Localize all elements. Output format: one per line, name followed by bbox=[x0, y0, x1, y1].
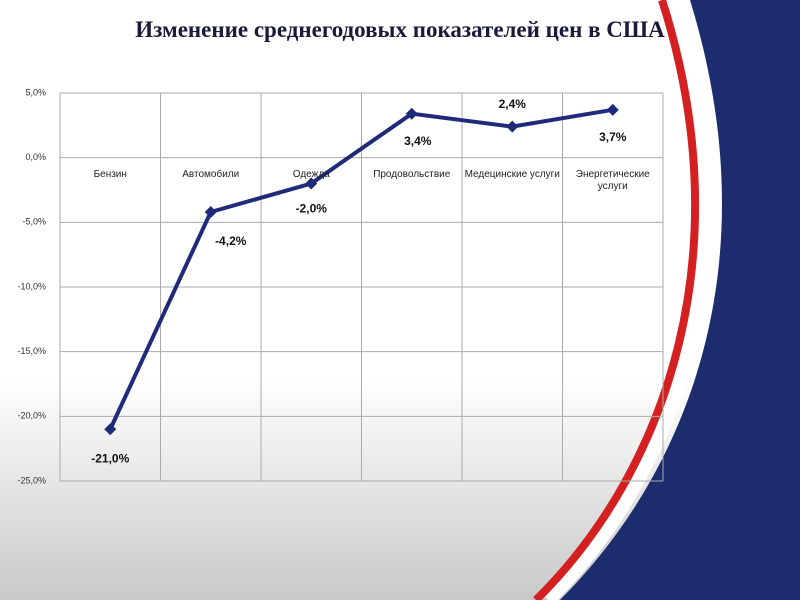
y-tick-label: -20,0% bbox=[17, 411, 46, 421]
x-tick-label: Медецинские услуги bbox=[464, 168, 560, 180]
data-point bbox=[204, 205, 217, 218]
data-label: -4,2% bbox=[215, 234, 247, 248]
data-point bbox=[305, 177, 318, 190]
flag-white bbox=[543, 0, 713, 600]
flag-blue bbox=[560, 0, 800, 600]
y-tick-label: -10,0% bbox=[17, 281, 46, 291]
flag-red bbox=[533, 0, 700, 600]
y-tick-label: -5,0% bbox=[22, 217, 46, 227]
data-label: -21,0% bbox=[91, 451, 129, 465]
x-tick-label: Бензин bbox=[93, 168, 127, 180]
x-tick-label: Продовольствие bbox=[373, 168, 451, 180]
y-tick-label: -15,0% bbox=[17, 346, 46, 356]
data-label: 2,4% bbox=[499, 97, 527, 111]
data-label: 3,4% bbox=[404, 134, 432, 148]
data-point bbox=[506, 120, 519, 133]
data-label: 3,7% bbox=[599, 130, 627, 144]
data-point bbox=[606, 103, 619, 116]
x-tick-label: Автомобили bbox=[182, 168, 240, 180]
x-tick-label: Энергетические услуги bbox=[575, 168, 650, 192]
y-tick-label: 0,0% bbox=[25, 152, 46, 162]
data-point bbox=[104, 423, 117, 436]
data-label: -2,0% bbox=[296, 202, 328, 216]
x-tick-label: Одежда bbox=[292, 168, 330, 180]
data-point bbox=[405, 107, 418, 120]
y-tick-label: 5,0% bbox=[25, 87, 46, 97]
chart-title: Изменение среднегодовых показателей цен … bbox=[135, 17, 665, 42]
data-line bbox=[108, 107, 614, 431]
y-tick-label: -25,0% bbox=[17, 475, 46, 485]
